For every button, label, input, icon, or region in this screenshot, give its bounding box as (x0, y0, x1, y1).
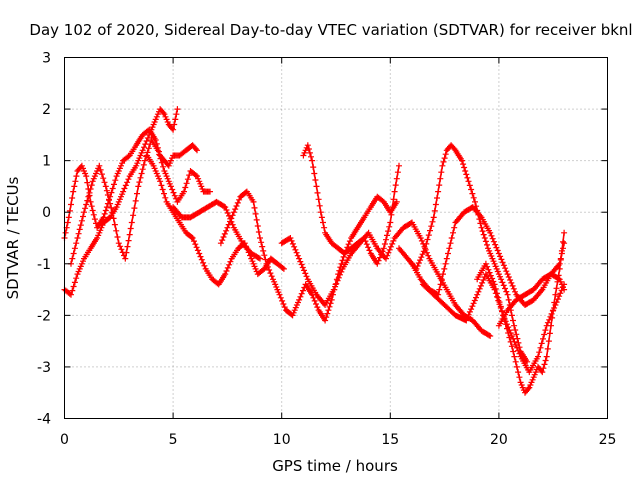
x-tick-label: 20 (490, 432, 508, 448)
series-plus-markers (217, 188, 400, 324)
y-tick-label: -2 (37, 308, 51, 324)
data-series (61, 106, 568, 396)
series-plus-markers (68, 137, 213, 267)
plot-border (64, 57, 608, 419)
series-plus-markers (144, 152, 287, 288)
x-tick-labels: 0 5 10 15 20 25 (60, 432, 616, 448)
y-tick-label: 1 (42, 154, 51, 170)
x-tick-label: 0 (60, 432, 69, 448)
series-trace (63, 128, 198, 239)
series-track-c (68, 137, 213, 267)
y-tick-label: 2 (42, 102, 51, 118)
chart-title: Day 102 of 2020, Sidereal Day-to-day VTE… (29, 21, 632, 39)
x-tick-label: 25 (599, 432, 617, 448)
x-tick-label: 5 (169, 432, 178, 448)
series-track-e (170, 198, 263, 262)
series-track-b (61, 106, 181, 298)
series-trace (146, 155, 285, 286)
y-tick-label: -3 (37, 360, 51, 376)
x-axis-label: GPS time / hours (272, 457, 398, 475)
x-tick-label: 10 (273, 432, 291, 448)
series-track-a (61, 126, 200, 241)
x-tick-label: 15 (381, 432, 399, 448)
y-tick-label: 0 (42, 205, 51, 221)
series-plus-markers (474, 229, 568, 396)
series-plus-markers (61, 106, 181, 298)
series-track-l (474, 229, 568, 396)
y-tick-labels: -4 -3 -2 -1 0 1 2 3 (37, 51, 51, 428)
y-tick-label: -1 (37, 257, 51, 273)
y-tick-label: 3 (42, 51, 51, 67)
series-plus-markers (300, 142, 402, 267)
y-axis-label: SDTVAR / TECUs (4, 176, 22, 299)
axis-ticks (64, 57, 608, 419)
series-track-f (217, 188, 400, 324)
series-track-h (300, 142, 402, 267)
series-track-d (144, 152, 287, 288)
series-plus-markers (495, 271, 568, 329)
y-tick-label: -4 (37, 412, 51, 428)
series-track-m (495, 271, 568, 329)
